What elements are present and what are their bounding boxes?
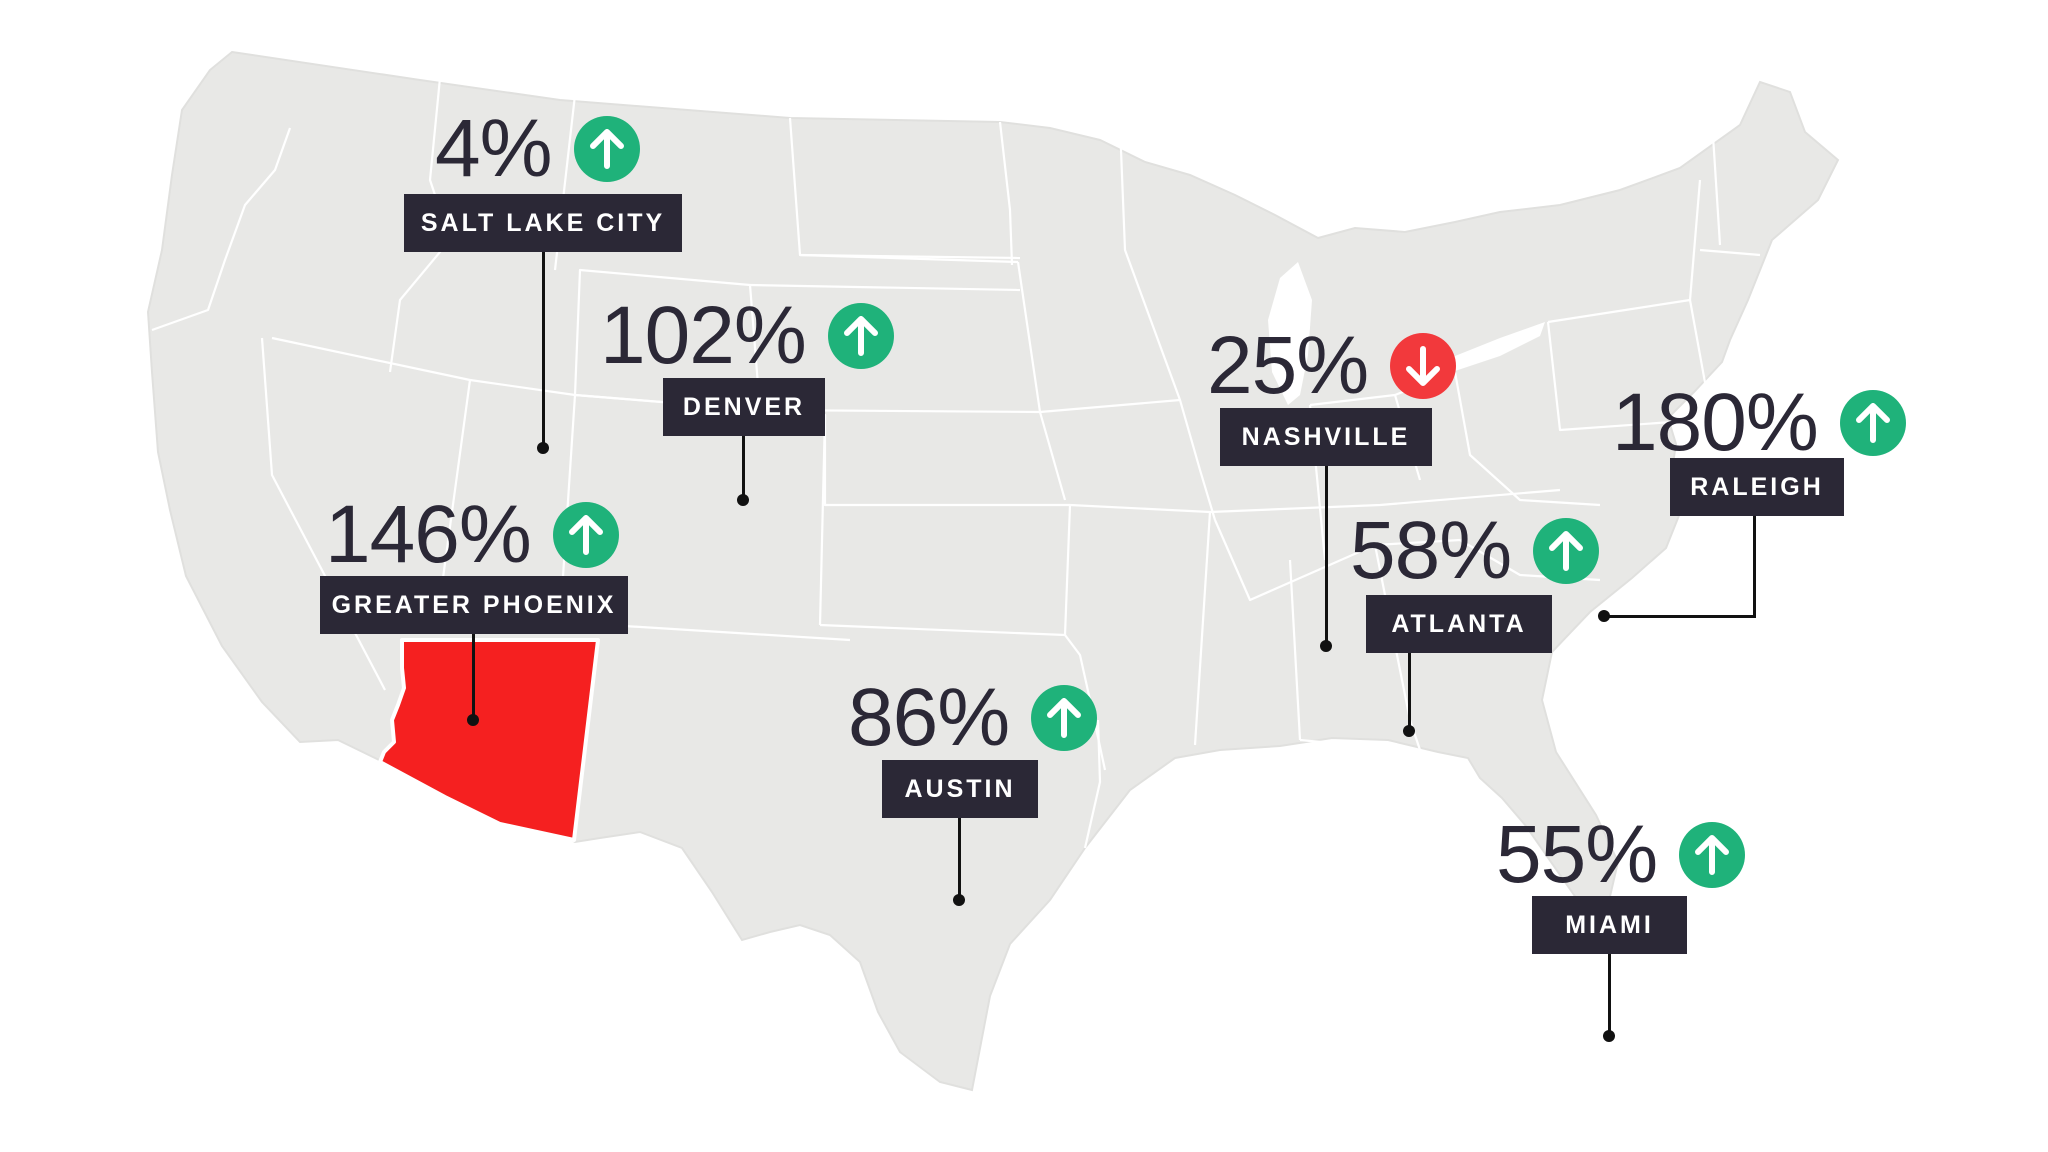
arrow-up-icon (552, 502, 619, 568)
arrow-up-icon (827, 303, 894, 369)
arrow-up-icon (573, 116, 640, 182)
denver-percent: 102% (600, 290, 807, 381)
denver-percent-row: 102% (600, 295, 894, 377)
atlanta-percent-row: 58% (1350, 505, 1600, 596)
greater-phoenix-dot (467, 714, 479, 726)
salt-lake-city-dot (537, 442, 549, 454)
miami-percent-row: 55% (1496, 809, 1746, 900)
austin-label: AUSTIN (882, 760, 1038, 818)
atlanta-percent: 58% (1350, 505, 1512, 596)
austin-dot (953, 894, 965, 906)
atlanta-label: ATLANTA (1366, 595, 1552, 653)
nashville-leader (1325, 466, 1328, 646)
raleigh-label: RALEIGH (1670, 458, 1844, 516)
nashville-percent-row: 25% (1207, 320, 1457, 411)
arizona-highlight (378, 638, 600, 842)
nashville-dot (1320, 640, 1332, 652)
miami-percent: 55% (1496, 809, 1658, 900)
raleigh-dot (1598, 610, 1610, 622)
salt-lake-city-leader (542, 252, 545, 448)
miami-leader (1608, 954, 1611, 1036)
greater-phoenix-percent-row: 146% (325, 494, 619, 576)
austin-leader (958, 818, 961, 900)
miami-label: MIAMI (1532, 896, 1687, 954)
lake-erie (1445, 322, 1545, 372)
arrow-down-icon (1390, 333, 1457, 399)
atlanta-leader (1408, 653, 1411, 731)
greater-phoenix-leader (472, 634, 475, 720)
salt-lake-city-percent-row: 4% (435, 108, 640, 190)
raleigh-leader-vertical (1753, 516, 1756, 618)
denver-label: DENVER (663, 378, 825, 436)
greater-phoenix-label: GREATER PHOENIX (320, 576, 628, 634)
arrow-up-icon (1839, 390, 1906, 456)
salt-lake-city-percent: 4% (435, 103, 553, 194)
salt-lake-city-label: SALT LAKE CITY (404, 194, 682, 252)
atlanta-dot (1403, 725, 1415, 737)
arrow-up-icon (1679, 822, 1746, 888)
raleigh-percent-row: 180% (1612, 382, 1906, 464)
miami-dot (1603, 1030, 1615, 1042)
raleigh-percent: 180% (1612, 377, 1819, 468)
arrow-up-icon (1031, 685, 1098, 751)
lake-michigan (1268, 262, 1312, 405)
raleigh-leader-horizontal (1604, 615, 1756, 618)
denver-leader (742, 436, 745, 500)
austin-percent: 86% (848, 672, 1010, 763)
greater-phoenix-percent: 146% (325, 489, 532, 580)
arrow-up-icon (1533, 518, 1600, 584)
nashville-percent: 25% (1207, 320, 1369, 411)
austin-percent-row: 86% (848, 672, 1098, 763)
denver-dot (737, 494, 749, 506)
nashville-label: NASHVILLE (1220, 408, 1432, 466)
